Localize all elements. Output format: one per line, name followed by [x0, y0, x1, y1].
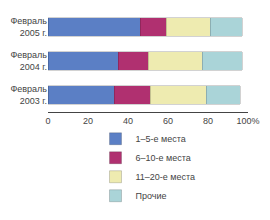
svg-text:Февраль2003 г.: Февраль2003 г. — [10, 84, 47, 106]
svg-text:11–20-е места: 11–20-е места — [136, 172, 196, 182]
svg-text:60: 60 — [163, 115, 173, 126]
svg-text:40: 40 — [123, 115, 133, 126]
svg-text:6–10-е места: 6–10-е места — [136, 153, 191, 163]
svg-text:Прочие: Прочие — [136, 191, 167, 201]
svg-text:Февраль2004 г.: Февраль2004 г. — [10, 50, 47, 72]
svg-text:0: 0 — [45, 116, 50, 126]
svg-text:1–5-е места: 1–5-е места — [136, 134, 186, 144]
svg-text:100%: 100% — [236, 116, 259, 126]
svg-text:20: 20 — [83, 116, 93, 126]
svg-text:80: 80 — [203, 116, 213, 126]
svg-text:Февраль2005 г.: Февраль2005 г. — [10, 16, 47, 38]
